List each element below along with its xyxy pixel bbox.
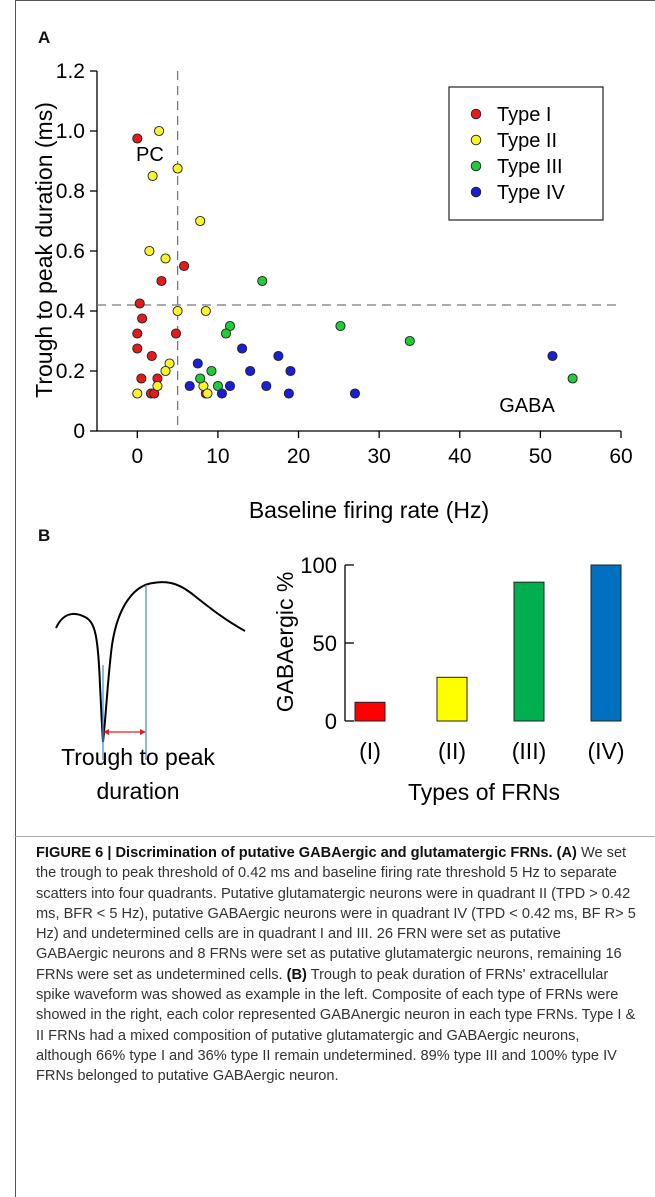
bar-category-label: (III) [512,738,547,764]
scatter-point-type-i [132,343,143,354]
caption-a-tag: (A) [556,845,577,861]
panel-a-label: A [38,28,51,47]
quadrant-label-pc: PC [136,144,164,166]
x-tick-label: 40 [448,445,471,468]
caption-a-text: We set the trough to peak threshold of 0… [36,845,636,983]
scatter-ylabel: Trough to peak duration (ms) [31,102,57,398]
x-tick-label: 0 [131,445,143,468]
quadrant-label-gaba: GABA [499,395,555,417]
scatter-point-type-iv [349,388,361,399]
scatter-point-type-iv [273,350,284,362]
legend-label-type-iii: Type III [497,156,563,178]
legend-marker-type-iv [470,186,482,198]
scatter-point-type-i [146,350,157,362]
scatter-point-type-ii [160,253,171,264]
bar-y-tick-label: 100 [300,553,337,578]
y-tick-label: 0.8 [56,180,85,203]
waveform-illustration [55,581,246,760]
legend-marker-type-i [470,108,482,120]
scatter-point-type-iv [192,358,203,369]
scatter-point-type-iv [237,343,248,354]
bar-category-label: (I) [359,738,381,764]
scatter-point-type-iv [283,388,294,399]
scatter-point-type-ii [144,245,155,257]
scatter-point-type-i [179,260,190,272]
scatter-point-type-iii [335,320,346,332]
scatter-point-type-iii [257,275,268,287]
legend-label-type-ii: Type II [497,130,557,152]
y-tick-label: 1.2 [56,60,85,83]
scatter-point-type-i [132,328,143,339]
x-tick-label: 20 [287,445,310,468]
scatter-point-type-ii [202,388,213,399]
x-tick-label: 10 [206,445,229,468]
duration-arrow-head-right [140,729,146,735]
waveform-label: Trough to peak duration [61,744,215,804]
scatter-point-type-i [136,373,147,384]
scatter-point-type-iii [404,335,415,347]
x-tick-label: 60 [609,445,632,468]
gabaergic-bar-chart: 0 50 100 (I) (II) (III) (IV) GABAergic % Type… [272,553,625,805]
y-tick-label: 0 [73,420,85,443]
bar-y-tick-label: 0 [325,709,337,734]
caption-separator [15,836,655,837]
legend-marker-type-iii [470,160,482,172]
scatter-point-type-i [170,328,182,339]
scatter-point-type-ii [172,163,183,174]
waveform-label-line2: duration [96,778,179,804]
figure-frame [15,0,655,1197]
scatter-point-type-iv [224,380,236,392]
scatter-point-type-ii [147,170,158,182]
bar-ylabel: GABAergic % [272,572,298,713]
caption-b-text: Trough to peak duration of FRNs' extrace… [36,966,636,1085]
bar-y-tick-label: 50 [313,631,337,656]
scatter-point-type-iii [220,328,232,339]
scatter-point-type-iii [195,373,206,384]
figure-caption: FIGURE 6 | Discrimination of putative GA… [36,843,636,1087]
caption-b-tag: (B) [286,966,307,983]
scatter-point-type-ii [154,125,165,137]
scatter-plot: 0 10 20 30 40 50 60 0 0.2 0.4 0.6 0.8 1.0 1.2 Trough … [31,60,633,523]
scatter-point-type-ii [172,305,183,317]
bar-xlabel: Types of FRNs [408,779,560,805]
x-tick-label: 50 [529,445,552,468]
scatter-point-type-iii [567,373,578,384]
waveform-label-line1: Trough to peak [61,744,215,770]
scatter-point-type-i [132,133,143,144]
scatter-point-type-ii [152,380,163,392]
scatter-xlabel: Baseline firing rate (Hz) [249,497,489,523]
bar-type-3 [513,581,545,722]
legend-label-type-iv: Type IV [497,182,565,204]
legend-marker-type-ii [470,134,482,146]
scatter-point-type-i [156,275,167,287]
scatter-point-type-ii [132,388,143,399]
scatter-point-type-i [134,298,145,309]
scatter-point-type-ii [195,215,206,227]
y-tick-label: 0.2 [56,360,85,383]
bar-type-1 [354,701,386,722]
scatter-point-type-i [137,313,148,324]
caption-title: FIGURE 6 | Discrimination of putative GA… [36,845,553,861]
y-tick-label: 1.0 [56,120,85,143]
scatter-point-type-ii [200,305,211,317]
spike-waveform [55,581,246,743]
scatter-point-type-iii [206,365,217,377]
scatter-point-type-iv [184,380,195,392]
scatter-point-type-iv [547,350,558,362]
bar-type-4 [590,564,622,722]
scatter-point-type-iv [245,365,256,377]
y-tick-label: 0.4 [56,300,86,323]
scatter-point-type-iv [285,365,296,377]
legend-label-type-i: Type I [497,104,551,126]
bar-type-2 [436,676,468,722]
bar-category-label: (II) [438,738,466,764]
duration-arrow-head-left [103,729,109,735]
y-tick-label: 0.6 [56,240,85,263]
bar-category-label: (IV) [587,738,624,764]
x-tick-label: 30 [367,445,390,468]
scatter-point-type-iv [216,388,228,399]
scatter-point-type-ii [160,365,171,377]
panel-b-label: B [38,526,51,545]
scatter-point-type-iv [261,380,272,392]
